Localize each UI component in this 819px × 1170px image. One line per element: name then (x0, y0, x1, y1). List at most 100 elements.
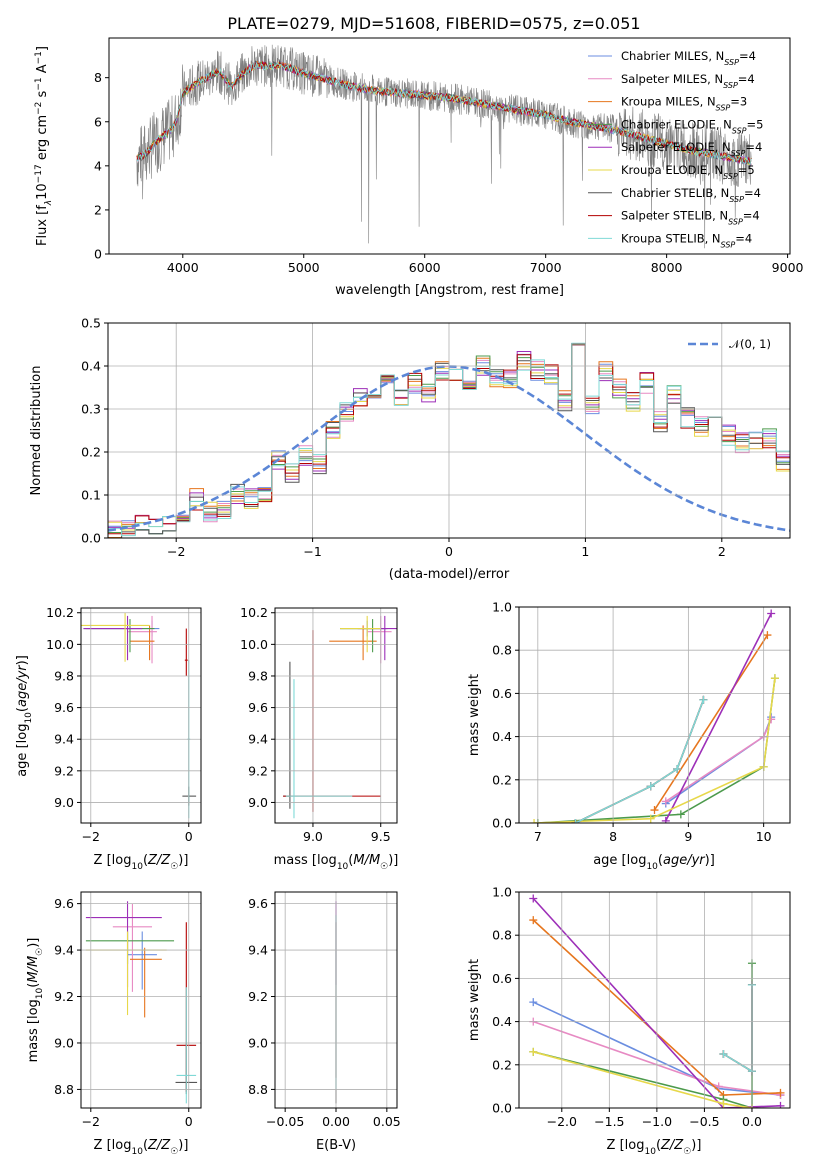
age-mass-ytick-label: 10.0 (240, 637, 268, 652)
mw-age-marker (763, 631, 772, 640)
mw-age-marker (571, 819, 580, 823)
mass-z-ytick-label: 9.2 (54, 989, 74, 1004)
mass-ebv-xtick-label: 0.05 (373, 1114, 401, 1129)
age-z-xlabel-part: Z [log (94, 853, 132, 868)
mw-z-line-salpeter-elodie (532, 897, 781, 1108)
mw-z-xtick-label: −1.5 (594, 1114, 624, 1129)
mw-z-xlabel-part: )] (691, 1138, 701, 1153)
hist-frame (107, 322, 791, 539)
spectrum-legend-label: Chabrier MILES, NSSP=4 (621, 49, 756, 67)
age-mass-xlabel-part: 10 (337, 862, 349, 872)
spectrum-ytick-label: 2 (94, 202, 102, 217)
age-mass-xlabel-part: M/M (353, 853, 380, 868)
mw-age-marker (767, 609, 776, 618)
mw-age-xlabel: age [log10(age/yr)] (593, 853, 715, 872)
mw-age-line-kroupa-miles (653, 634, 769, 811)
mass-z-xlabel-part: Z/Z (147, 1138, 171, 1153)
mw-z-marker (529, 1047, 538, 1056)
age-z-ytick-label: 9.8 (54, 668, 74, 683)
age-z-ytick-label: 10.0 (46, 637, 74, 652)
age-z-ytick-label: 9.4 (54, 732, 74, 747)
mw-z-ytick-label: 1.0 (492, 885, 512, 900)
age-mass-ytick-label: 9.8 (248, 668, 268, 683)
mw-age-line-kroupa-elodie (534, 678, 776, 823)
mw-z-xtick-label: −1.0 (642, 1114, 672, 1129)
mass-z-ylabel-part: mass [log (26, 999, 41, 1062)
mass-z-frame (80, 891, 202, 1109)
spectrum-model-kroupa-stelib (136, 61, 752, 166)
hist-step-kroupa-miles (108, 344, 790, 538)
age-mass-ytick-label: 9.2 (248, 763, 268, 778)
hist-step-chabrier-miles (108, 344, 790, 535)
hist-step-salpeter-stelib (108, 343, 790, 535)
hist-ytick-label: 0.0 (81, 531, 101, 546)
age-z-ytick-label: 10.2 (46, 605, 74, 620)
age-z-ylabel-part: 10 (24, 712, 34, 724)
mw-z-marker (529, 998, 538, 1007)
mw-z-marker (776, 1088, 785, 1097)
mw-z-marker (529, 894, 538, 903)
mw-age-line-salpeter-stelib (575, 699, 705, 823)
mw-z-ytick-label: 0.0 (492, 1101, 512, 1116)
mw-z-ytick-label: 0.8 (492, 928, 512, 943)
mw-age-xtick-label: 9 (684, 829, 692, 844)
age-mass-xlabel-part: )] (388, 853, 398, 868)
spectrum-legend-label-part: Kroupa STELIB, N (621, 231, 721, 245)
mass-z-xtick-label: 0 (185, 1114, 193, 1129)
hist-step-salpeter-elodie (108, 343, 790, 529)
spectrum-legend-label-part: SSP (723, 172, 738, 181)
mass-ebv-ytick-label: 9.4 (248, 943, 268, 958)
mw-age-marker (676, 810, 685, 819)
mass-ebv-ytick-label: 9.0 (248, 1035, 268, 1050)
spectrum-legend-label-part: =5 (747, 117, 764, 131)
mw-age-marker (650, 806, 659, 815)
mw-age-xlabel-part: age/yr (663, 853, 706, 868)
spectrum-legend-label-part: SSP (723, 80, 738, 89)
mw-age-ytick-label: 0.6 (492, 686, 512, 701)
mw-z-xlabel-part: Z/Z (660, 1138, 684, 1153)
spectrum-legend-label-part: =4 (738, 72, 755, 86)
spectrum-legend-label-part: Chabrier ELODIE, N (621, 117, 732, 131)
mw-z-marker (529, 916, 538, 925)
mw-z-ytick-label: 0.6 (492, 971, 512, 986)
spectrum-legend-label: Salpeter MILES, NSSP=4 (621, 72, 755, 90)
mw-age-xlabel-part: 10 (646, 862, 658, 872)
spectrum-legend-label: Kroupa STELIB, NSSP=4 (621, 231, 752, 249)
mw-z-line-salpeter-stelib (722, 984, 753, 1073)
spectrum-ytick-label: 4 (94, 158, 102, 173)
mass-z-ylabel-part: ( (26, 983, 41, 988)
spectrum-legend-label: Kroupa ELODIE, NSSP=5 (621, 163, 755, 181)
mw-age-marker (646, 814, 655, 823)
spectrum-xtick-label: 7000 (530, 260, 562, 275)
mass-z-xlabel-part: Z [log (94, 1138, 132, 1153)
mw-age-line-chabrier-stelib (575, 699, 705, 823)
hist-plot-area (108, 342, 790, 538)
hist-xtick-label: −2 (167, 544, 185, 559)
mass-z-xlabel-part: ( (143, 1138, 148, 1153)
age-mass-xlabel-part: mass [log (274, 853, 337, 868)
spectrum-ylabel-part: −2 (34, 102, 44, 115)
spectrum-xtick-label: 8000 (651, 260, 683, 275)
hist-ytick-label: 0.1 (81, 488, 101, 503)
mw-z-xlabel: Z [log10(Z/Z☉)] (607, 1138, 702, 1157)
hist-ytick-label: 0.5 (81, 316, 101, 331)
mw-age-xtick-label: 7 (534, 829, 542, 844)
mw-z-ytick-label: 0.4 (492, 1014, 512, 1029)
age-z-ylabel-part: age/yr (15, 664, 30, 707)
spectrum-plot-area (136, 44, 752, 249)
age-z-ytick-label: 9.6 (54, 700, 74, 715)
mw-z-frame (518, 891, 791, 1109)
mw-age-ytick-label: 0.8 (492, 643, 512, 658)
mass-z-ytick-label: 9.6 (54, 896, 74, 911)
mass-z-xtick-label: −2 (82, 1114, 100, 1129)
spectrum-legend-label-part: SSP (731, 149, 746, 158)
spectrum-legend-label-part: Chabrier MILES, N (621, 49, 724, 63)
hist-step-kroupa-elodie (108, 343, 790, 531)
hist-ytick-label: 0.3 (81, 402, 101, 417)
spectrum-ylabel-part: Flux [f (35, 205, 50, 246)
spectrum-ylabel-part: −1 (34, 51, 44, 64)
age-z-ylabel-part: age [log (15, 724, 30, 777)
age-z-xtick-label: 0 (185, 829, 193, 844)
spectrum-legend-label-part: Kroupa MILES, N (621, 95, 716, 109)
mass-z-ylabel-part: ☉ (35, 948, 45, 956)
